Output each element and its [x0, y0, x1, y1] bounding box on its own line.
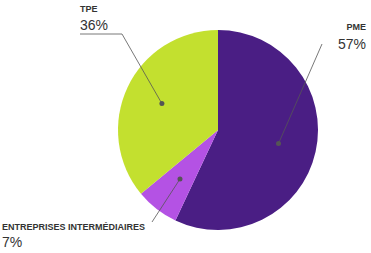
svg-text:PME: PME [346, 22, 363, 32]
svg-text:TPE: TPE [80, 4, 98, 14]
svg-text:ENTREPRISES INTERMÉDIAIRES: ENTREPRISES INTERMÉDIAIRES [8, 222, 145, 232]
svg-text:57%: 57% [338, 36, 363, 52]
svg-text:36%: 36% [80, 17, 108, 33]
svg-text:7%: 7% [8, 234, 22, 250]
